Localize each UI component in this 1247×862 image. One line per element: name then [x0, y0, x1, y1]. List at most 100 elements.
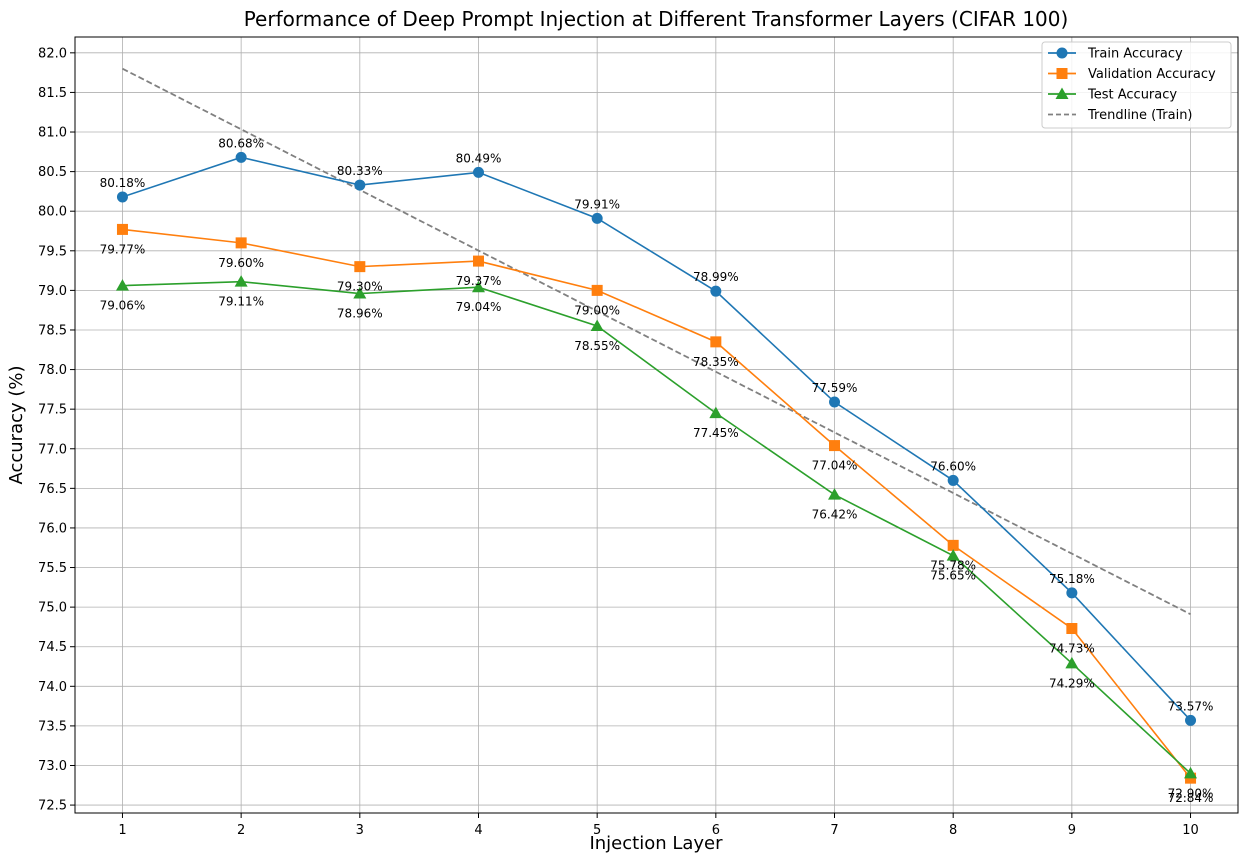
- y-tick-label: 76.0: [38, 521, 67, 536]
- data-label-validation: 79.00%: [574, 303, 620, 317]
- data-label-validation: 79.37%: [456, 274, 502, 288]
- data-label-test: 79.11%: [218, 295, 264, 309]
- data-label-train: 80.18%: [100, 176, 146, 190]
- data-point-test: [590, 319, 604, 332]
- data-point-validation: [1066, 623, 1078, 635]
- y-tick-label: 79.5: [38, 244, 67, 259]
- y-tick-label: 78.5: [38, 323, 67, 338]
- data-label-validation: 78.35%: [693, 355, 739, 369]
- y-tick-label: 74.5: [38, 640, 67, 655]
- data-label-train: 77.59%: [812, 381, 858, 395]
- y-tick-label: 80.0: [38, 205, 67, 220]
- data-point-validation: [116, 223, 128, 235]
- data-label-train: 73.57%: [1168, 699, 1214, 713]
- data-point-train: [235, 151, 247, 163]
- y-axis-label: Accuracy (%): [6, 365, 27, 484]
- series-validation: [116, 223, 1197, 784]
- data-point-test: [115, 279, 129, 291]
- data-label-test: 77.45%: [693, 426, 739, 440]
- data-label-test: 76.42%: [812, 508, 858, 522]
- series-line-validation: [122, 228, 1192, 779]
- data-label-test: 79.06%: [100, 299, 146, 313]
- y-tick-label: 72.5: [38, 799, 67, 814]
- y-tick-label: 77.5: [38, 403, 67, 418]
- x-tick-label: 3: [356, 823, 364, 838]
- y-tick-label: 78.0: [38, 363, 67, 378]
- y-tick-label: 80.5: [38, 165, 67, 180]
- data-label-test: 78.96%: [337, 307, 383, 321]
- legend: Train Accuracy Validation Accuracy Test Ac…: [1041, 41, 1232, 129]
- data-label-test: 74.29%: [1049, 676, 1095, 690]
- data-label-validation: 72.84%: [1168, 791, 1214, 805]
- y-tick-label: 76.5: [38, 482, 67, 497]
- y-tick-label: 73.0: [38, 759, 67, 774]
- trendline-train: [122, 67, 1191, 616]
- x-tick-label: 4: [474, 823, 482, 838]
- data-point-train: [710, 285, 722, 297]
- legend-box: [1041, 41, 1232, 129]
- x-axis-label: Injection Layer: [589, 833, 723, 854]
- legend-label: Test Accuracy: [1087, 88, 1177, 103]
- y-tick-label: 82.0: [38, 46, 67, 61]
- series-test: [115, 275, 1198, 779]
- legend-entry: Test Accuracy: [1048, 87, 1177, 103]
- data-point-test: [353, 287, 367, 299]
- data-point-validation: [354, 261, 366, 273]
- data-point-validation: [829, 440, 841, 452]
- legend-label: Validation Accuracy: [1088, 67, 1216, 82]
- y-tick-label: 73.5: [38, 719, 67, 734]
- data-label-train: 78.99%: [693, 270, 739, 284]
- data-label-validation: 77.04%: [812, 459, 858, 473]
- series-line-test: [122, 280, 1192, 774]
- chart-title: Performance of Deep Prompt Injection at …: [244, 7, 1069, 31]
- data-label-validation: 79.30%: [337, 280, 383, 294]
- data-label-validation: 79.77%: [100, 242, 146, 256]
- y-tick-label: 77.0: [38, 442, 67, 457]
- axes: 72.5 73.0 73.5 74.0 74.5 75.0 75.5 76.0 76.5 77.0…: [38, 46, 1199, 838]
- legend-marker: [1056, 47, 1068, 59]
- data-label-train: 79.91%: [574, 197, 620, 211]
- x-tick-label: 7: [830, 823, 838, 838]
- y-tick-label: 81.5: [38, 86, 67, 101]
- data-point-test: [1065, 656, 1079, 669]
- data-point-train: [116, 191, 128, 203]
- trendline-layer: [122, 67, 1191, 616]
- data-point-validation: [947, 539, 959, 551]
- data-point-test: [946, 549, 960, 561]
- data-label-test: 79.04%: [456, 300, 502, 314]
- y-tick-label: 81.0: [38, 126, 67, 141]
- x-tick-label: 6: [712, 823, 720, 838]
- data-label-validation: 79.60%: [218, 256, 264, 270]
- legend-entry: Train Accuracy: [1048, 47, 1183, 62]
- data-label-test: 72.90%: [1168, 786, 1214, 800]
- series-train: [116, 151, 1197, 726]
- y-tick-label: 75.5: [38, 561, 67, 576]
- y-tick-label: 75.0: [38, 601, 67, 616]
- data-label-test: 75.65%: [930, 569, 976, 583]
- data-point-train: [354, 179, 366, 191]
- data-point-train: [947, 474, 959, 486]
- data-point-test: [1184, 766, 1198, 779]
- data-label-validation: 75.78%: [930, 558, 976, 572]
- data-point-test: [709, 406, 723, 419]
- data-point-train: [591, 212, 603, 224]
- series-layer: [115, 151, 1198, 784]
- y-tick-label: 79.0: [38, 284, 67, 299]
- x-tick-label: 1: [118, 823, 126, 838]
- data-label-train: 75.18%: [1049, 572, 1095, 586]
- data-point-validation: [472, 255, 484, 267]
- data-point-validation: [710, 336, 722, 348]
- data-point-test: [828, 488, 842, 500]
- y-tick-label: 74.0: [38, 680, 67, 695]
- data-label-train: 80.49%: [456, 151, 502, 165]
- data-label-train: 80.68%: [218, 136, 264, 150]
- data-point-train: [472, 166, 484, 178]
- data-point-test: [234, 275, 248, 287]
- x-tick-label: 10: [1182, 823, 1199, 838]
- data-label-train: 76.60%: [930, 459, 976, 473]
- x-tick-label: 8: [949, 823, 957, 838]
- data-label-test: 78.55%: [574, 339, 620, 353]
- legend-label: Train Accuracy: [1087, 47, 1183, 62]
